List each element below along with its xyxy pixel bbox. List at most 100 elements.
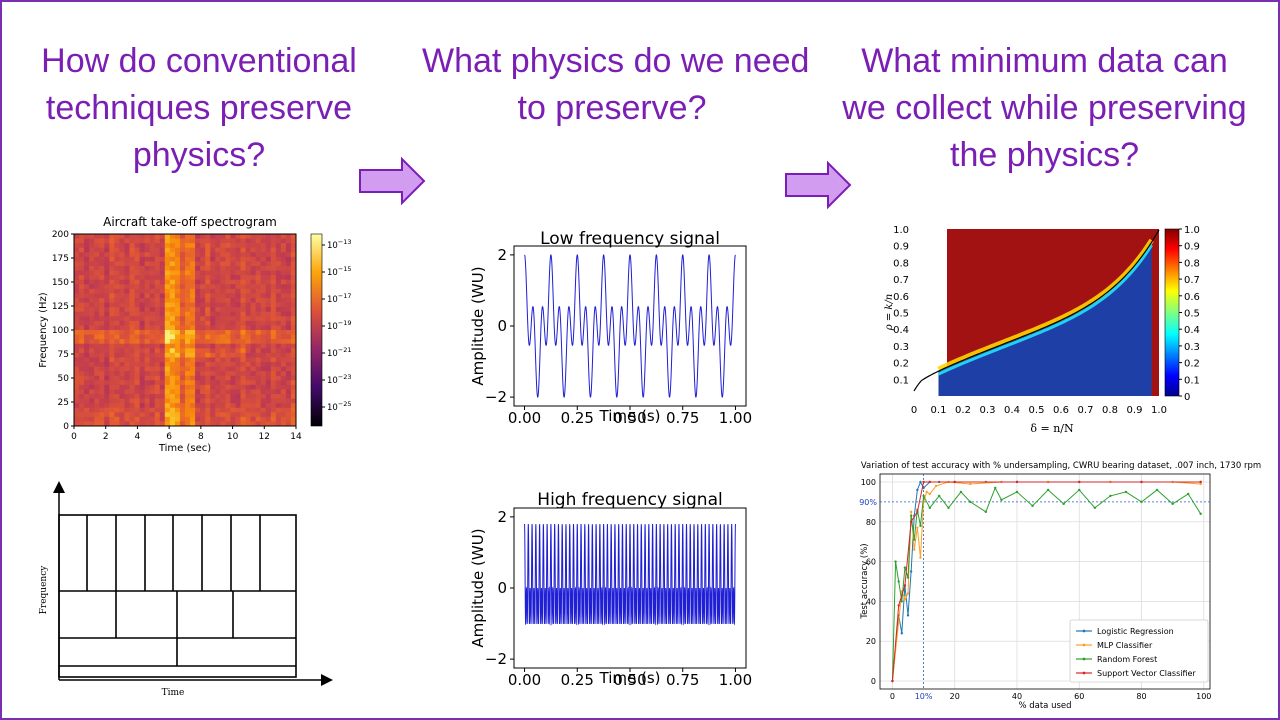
phase-colorbar-tick: 0.6: [1184, 292, 1200, 303]
spectrogram-colorbar-tick: 10−17: [327, 292, 352, 305]
high-signal-y-label: Amplitude (WU): [469, 528, 487, 647]
accuracy-annotation-90: 90%: [859, 498, 877, 507]
phase-y-tick: 0.1: [893, 375, 909, 386]
accuracy-point: [1078, 488, 1081, 492]
spectrogram-colorbar-exponent: −25: [338, 400, 352, 408]
signal-x-tick: 0.25: [561, 671, 594, 689]
low-signal-x-ticks: 0.00 0.25 0.50 0.75 1.00: [508, 406, 752, 427]
phase-transition-curve: [913, 229, 1160, 392]
phase-x-tick: 0.8: [1102, 405, 1118, 416]
accuracy-y-tick: 0: [871, 677, 876, 686]
high-signal-line: [524, 523, 736, 626]
phase-x-tick: 0.4: [1004, 405, 1020, 416]
spectrogram-colorbar-exponent: −19: [338, 319, 352, 327]
accuracy-point: [894, 560, 897, 563]
accuracy-x-tick: 80: [1136, 692, 1146, 701]
accuracy-x-tick: 100: [1196, 692, 1211, 701]
signal-x-tick: 1.00: [719, 409, 752, 427]
accuracy-point: [925, 490, 928, 494]
accuracy-point: [916, 526, 919, 529]
high-signal-title: High frequency signal: [537, 490, 722, 510]
spectrogram-y-tick: 25: [58, 398, 69, 408]
high-signal-x-ticks: 0.00 0.25 0.50 0.75 1.00: [508, 668, 752, 689]
accuracy-point: [916, 510, 919, 514]
right-arrow-icon: [785, 160, 852, 210]
spectrogram-y-tick: 125: [52, 302, 69, 312]
phase-y-label: ρ = k/n: [884, 294, 895, 331]
accuracy-x-tick: 60: [1074, 692, 1084, 701]
signal-x-tick: 0.75: [666, 409, 699, 427]
phase-y-ticks: 1.0 0.9 0.8 0.7 0.6 0.5 0.4 0.3 0.2 0.1: [893, 225, 909, 386]
spectrogram-colorbar-tick: 10−15: [327, 265, 352, 278]
accuracy-y-tick: 40: [866, 597, 876, 606]
phase-x-tick: 0.1: [931, 405, 947, 416]
accuracy-point: [922, 494, 925, 498]
spectrogram-y-tick: 50: [58, 374, 70, 384]
accuracy-point: [909, 520, 913, 523]
phase-x-tick: 0.2: [955, 405, 971, 416]
phase-colorbar-tick: 0.1: [1184, 375, 1200, 386]
accuracy-point: [897, 620, 900, 623]
low-signal-title: Low frequency signal: [540, 229, 720, 249]
signal-x-tick: 0.50: [613, 409, 646, 427]
accuracy-point: [937, 494, 941, 498]
spectrogram-x-tick: 12: [259, 432, 270, 442]
accuracy-point: [919, 556, 922, 559]
accuracy-point: [922, 486, 925, 490]
spectrogram-colorbar-tick: 10−19: [327, 319, 352, 332]
accuracy-x-tick: 0: [890, 692, 895, 701]
accuracy-point: [900, 600, 903, 603]
accuracy-point: [897, 604, 900, 607]
phase-x-tick: 0.6: [1053, 405, 1069, 416]
accuracy-reference-lines: 90% 10%: [859, 474, 1210, 701]
accuracy-point: [1199, 480, 1202, 484]
accuracy-point: [1109, 494, 1112, 498]
signal-y-tick: −2: [485, 650, 507, 668]
accuracy-point: [934, 484, 938, 488]
signal-x-tick: 0.25: [561, 409, 594, 427]
accuracy-point: [913, 538, 916, 541]
accuracy-point: [919, 480, 922, 484]
signal-x-tick: 0.00: [508, 409, 541, 427]
accuracy-point: [1187, 492, 1190, 496]
phase-colorbar-ticks: 1.0 0.9 0.8 0.7 0.6 0.5 0.4 0.3 0.2 0.1 0: [1179, 225, 1200, 403]
phase-y-tick: 0.9: [893, 242, 909, 253]
phase-colorbar-tick: 1.0: [1184, 225, 1200, 236]
question-minimum-data: What minimum data can we collect while p…: [842, 42, 1247, 174]
accuracy-point: [909, 510, 913, 514]
high-frequency-signal-plot: High frequency signal 20−2 0.00 0.25 0.50 0…: [469, 490, 752, 689]
accuracy-point: [959, 490, 963, 494]
low-frequency-signal-plot: Low frequency signal 20−2 0.00 0.25 0.50 0.…: [469, 229, 752, 427]
phase-y-tick: 0.3: [893, 342, 909, 353]
signal-y-tick: 2: [497, 246, 507, 264]
phase-y-tick: 0.8: [893, 258, 909, 269]
accuracy-point: [906, 576, 910, 579]
spectrogram-colorbar-exponent: −23: [338, 373, 352, 381]
accuracy-legend-entry: MLP Classifier: [1097, 641, 1153, 650]
phase-x-label: δ = n/N: [1030, 422, 1074, 435]
accuracy-legend-entry: Random Forest: [1097, 655, 1157, 664]
accuracy-point: [947, 506, 950, 510]
phase-x-ticks: 0 0.1 0.2 0.3 0.4 0.5 0.6 0.7 0.8 0.9 1.0: [911, 405, 1167, 416]
phase-y-tick: 1.0: [893, 225, 909, 236]
spectrogram-colorbar-tick: 10−25: [327, 400, 352, 413]
accuracy-point: [891, 679, 894, 683]
phase-x-tick: 1.0: [1151, 405, 1167, 416]
phase-transition-diagram: 1.0 0.9 0.8 0.7 0.6 0.5 0.4 0.3 0.2 0.1 0 0.1 0.2 0.…: [884, 225, 1200, 435]
accuracy-y-ticks: 0 20 40 60 80 100: [861, 478, 876, 686]
accuracy-point: [1155, 488, 1159, 492]
accuracy-point: [1078, 480, 1081, 484]
accuracy-series: [891, 480, 1202, 683]
phase-y-tick: 0.7: [893, 275, 909, 286]
spectrogram-y-label: Frequency (Hz): [38, 292, 49, 368]
accuracy-point: [1015, 490, 1019, 494]
accuracy-point: [1124, 490, 1128, 494]
accuracy-legend-entry: Support Vector Classifier: [1097, 669, 1196, 678]
phase-colorbar-tick: 0: [1184, 392, 1190, 403]
question-conventional-techniques: How do conventional techniques preserve …: [41, 42, 357, 174]
accuracy-series-line: [891, 486, 1202, 682]
phase-x-tick: 0.7: [1078, 405, 1094, 416]
accuracy-point: [928, 480, 932, 484]
spectrogram-colorbar-exponent: −15: [338, 265, 352, 273]
